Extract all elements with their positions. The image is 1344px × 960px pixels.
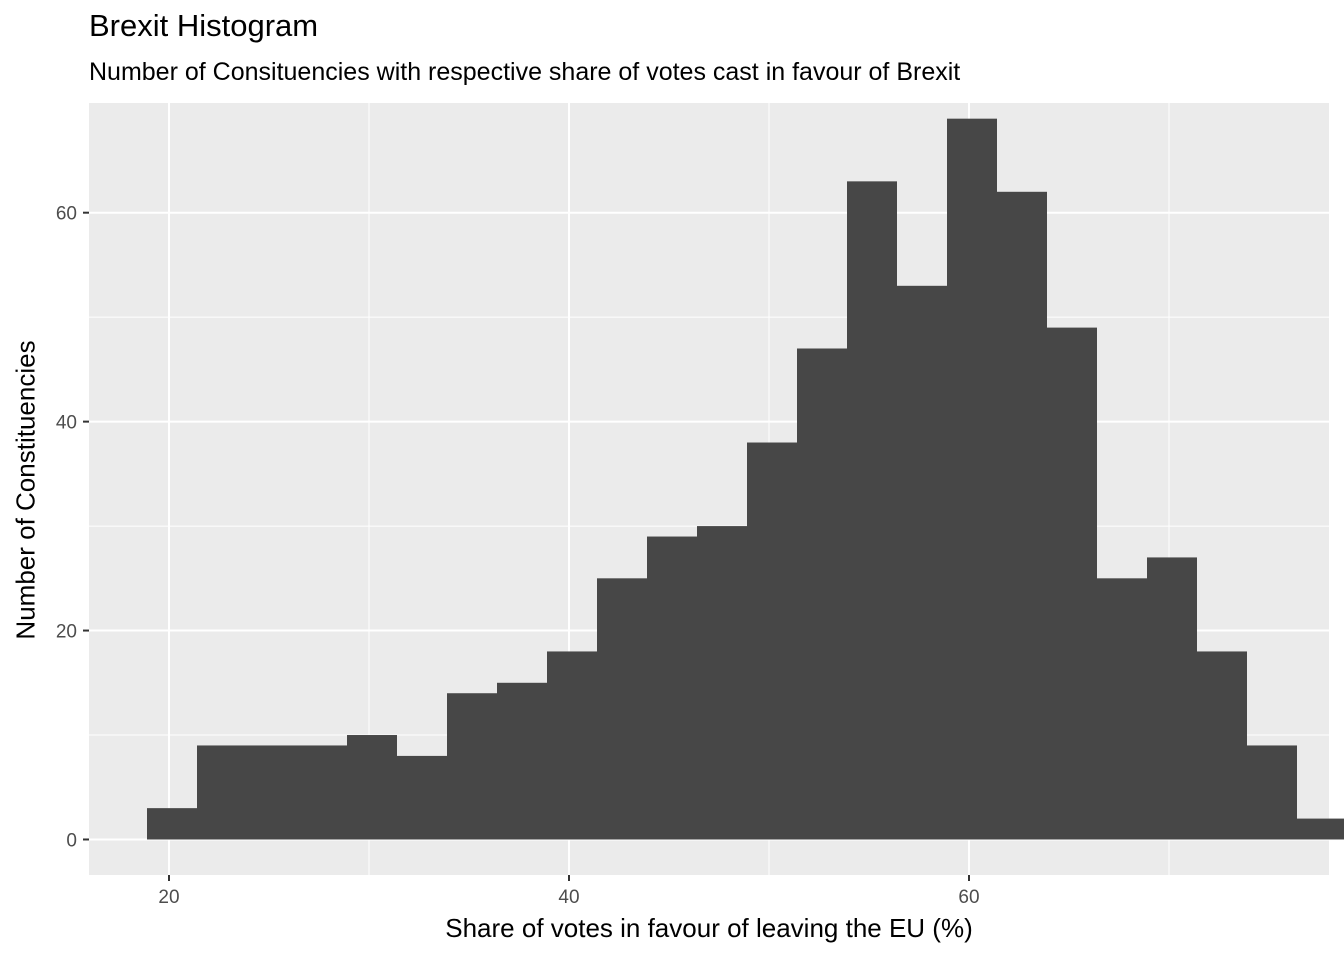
histogram-bar [1097, 578, 1147, 840]
histogram-bar [697, 526, 747, 840]
histogram-bar [1047, 327, 1097, 840]
chart-title: Brexit Histogram [89, 8, 319, 43]
histogram-bars [147, 118, 1344, 840]
y-tick-label: 40 [56, 413, 77, 434]
histogram-bar [347, 735, 397, 840]
y-axis: 0 20 40 60 [56, 204, 89, 851]
histogram-bar [147, 808, 197, 840]
x-tick-label: 20 [158, 887, 179, 908]
histogram-bar [1147, 557, 1197, 840]
x-tick-label: 60 [958, 887, 979, 908]
histogram-bar [197, 745, 247, 840]
y-tick-label: 60 [56, 204, 77, 225]
histogram-bar [1197, 651, 1247, 840]
histogram-bar [997, 191, 1047, 840]
histogram-bar [397, 755, 447, 840]
histogram-bar [947, 118, 997, 840]
histogram-bar [797, 348, 847, 840]
x-axis: 20 40 60 [158, 875, 980, 908]
histogram-bar [897, 285, 947, 840]
histogram-bar [847, 181, 897, 840]
histogram-bar [247, 745, 297, 840]
y-tick-label: 0 [66, 830, 77, 851]
x-axis-label: Share of votes in favour of leaving the … [445, 913, 973, 943]
histogram-bar [747, 442, 797, 840]
histogram-bar [497, 682, 547, 840]
x-tick-label: 40 [558, 887, 579, 908]
y-axis-label: Number of Constituencies [10, 340, 41, 640]
histogram-bar [297, 745, 347, 840]
histogram-bar [647, 536, 697, 840]
y-tick-label: 20 [56, 622, 77, 643]
histogram-bar [1247, 745, 1297, 840]
histogram-bar [597, 578, 647, 840]
chart-subtitle: Number of Consituencies with respective … [89, 58, 961, 86]
histogram-bar [547, 651, 597, 840]
histogram-bar [447, 693, 497, 840]
histogram-bar [1297, 818, 1344, 840]
